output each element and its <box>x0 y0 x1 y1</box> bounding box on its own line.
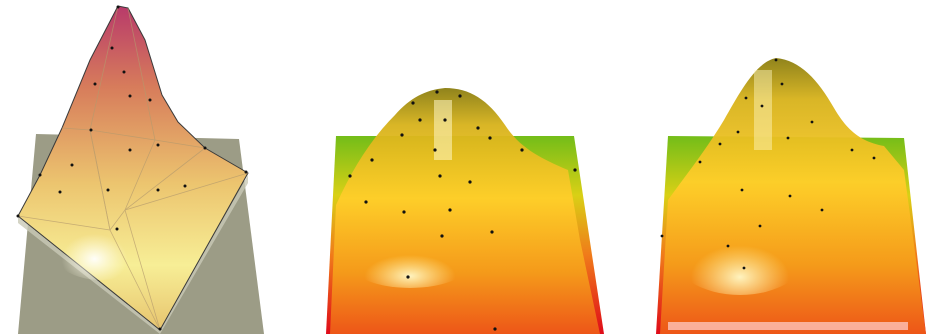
panel-2-hill <box>330 88 600 334</box>
panel-3-highlight <box>670 205 810 295</box>
panel-3-base-rim <box>668 322 908 330</box>
panel-2-highlight <box>345 228 475 288</box>
panel-1-highlight <box>45 196 155 280</box>
panel-1-triangulated-surface <box>16 5 264 334</box>
panel-2-peak-shine <box>434 100 452 160</box>
panel-2-sample-points <box>348 90 577 331</box>
panel-3-hill <box>660 58 926 334</box>
panel-2-smoothed-surface <box>326 88 604 334</box>
panel-3-smoothed-surface <box>656 58 926 334</box>
panel-1-mesh-edges <box>17 5 249 331</box>
panel-3-peak-shine <box>754 70 772 150</box>
panel-1-sample-points <box>16 5 248 331</box>
panel-3-sample-points <box>660 58 876 270</box>
